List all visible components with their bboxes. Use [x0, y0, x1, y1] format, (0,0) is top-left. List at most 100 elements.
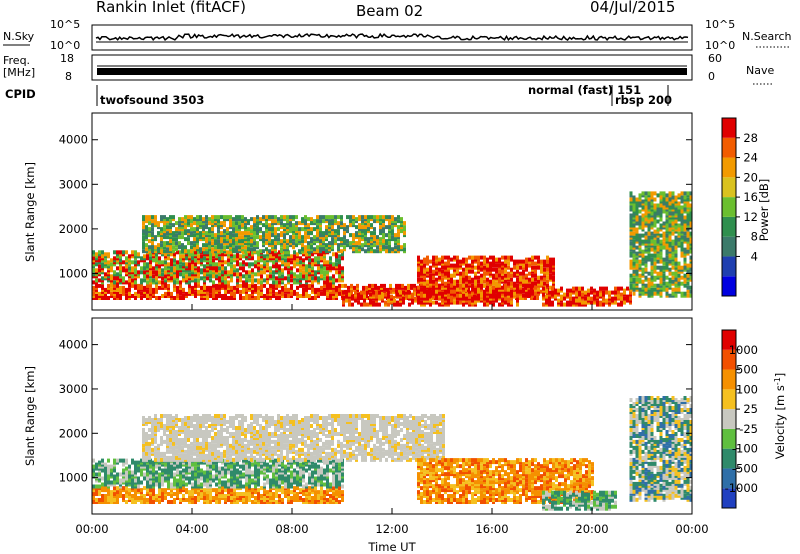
data-cell — [401, 283, 404, 288]
data-cell — [278, 289, 281, 294]
data-cell — [242, 280, 245, 285]
data-cell — [283, 215, 286, 220]
data-cell — [161, 283, 164, 288]
data-cell — [181, 231, 184, 236]
data-cell — [214, 239, 217, 244]
data-cell — [149, 278, 152, 283]
data-cell — [110, 258, 113, 263]
data-cell — [450, 273, 453, 278]
data-cell — [152, 488, 155, 493]
data-cell — [251, 274, 254, 279]
colorbar-tick-label: 16 — [743, 190, 758, 204]
data-cell — [211, 233, 214, 238]
data-cell — [116, 458, 119, 463]
data-cell — [537, 279, 540, 284]
data-cell — [272, 289, 275, 294]
data-cell — [326, 294, 329, 298]
data-cell — [381, 292, 384, 297]
data-cell — [244, 245, 247, 250]
data-cell — [257, 250, 260, 255]
data-cell — [217, 229, 220, 234]
data-cell — [197, 283, 200, 288]
data-cell — [271, 245, 274, 250]
data-cell — [335, 252, 338, 257]
data-cell — [260, 294, 263, 298]
data-cell — [397, 245, 400, 250]
data-cell — [629, 273, 633, 278]
data-cell — [236, 283, 239, 288]
data-cell — [653, 229, 657, 234]
data-cell — [626, 294, 629, 299]
data-cell — [632, 239, 636, 244]
data-cell — [319, 215, 322, 220]
data-cell — [459, 271, 462, 276]
data-cell — [220, 249, 223, 254]
data-cell — [373, 215, 376, 220]
data-cell — [158, 256, 161, 261]
data-cell — [683, 265, 687, 270]
data-cell — [107, 278, 110, 283]
data-cell — [323, 250, 326, 255]
data-cell — [209, 496, 212, 500]
data-cell — [116, 490, 119, 495]
data-cell — [275, 276, 278, 281]
data-cell — [653, 233, 657, 238]
data-cell — [302, 258, 305, 263]
data-cell — [480, 291, 483, 296]
data-cell — [167, 256, 170, 261]
data-cell — [251, 488, 254, 493]
data-cell — [387, 302, 390, 307]
data-cell — [229, 215, 232, 220]
data-cell — [200, 285, 203, 290]
data-cell — [376, 245, 379, 250]
data-cell — [349, 245, 352, 250]
data-cell — [671, 287, 675, 292]
data-cell — [200, 268, 203, 273]
data-cell — [349, 233, 352, 238]
data-cell — [140, 278, 143, 283]
data-cell — [205, 231, 208, 236]
data-cell — [263, 294, 266, 298]
data-cell — [360, 302, 363, 307]
data-cell — [438, 296, 441, 301]
data-cell — [239, 272, 242, 277]
data-cell — [638, 287, 642, 292]
data-cell — [248, 262, 251, 267]
data-cell — [653, 265, 657, 270]
data-cell — [513, 281, 516, 286]
data-cell — [605, 290, 608, 295]
data-cell — [187, 237, 190, 242]
data-cell — [287, 270, 290, 275]
data-cell — [95, 492, 98, 496]
data-cell — [320, 486, 323, 491]
data-cell — [403, 221, 406, 226]
data-cell — [254, 260, 257, 265]
data-cell — [492, 273, 495, 278]
data-cell — [495, 287, 498, 292]
data-cell — [248, 496, 251, 500]
data-cell — [316, 231, 319, 236]
data-cell — [317, 278, 320, 283]
data-cell — [441, 269, 444, 274]
data-cell — [172, 231, 175, 236]
data-cell — [671, 291, 675, 296]
data-cell — [432, 261, 435, 266]
nsky-label: N.Sky — [3, 30, 35, 43]
data-cell — [107, 464, 110, 469]
data-cell — [95, 484, 98, 489]
data-cell — [122, 285, 125, 290]
data-cell — [459, 259, 462, 264]
data-cell — [629, 296, 632, 301]
data-cell — [317, 294, 320, 298]
data-cell — [364, 215, 367, 220]
data-cell — [510, 300, 513, 305]
data-cell — [519, 271, 522, 276]
data-cell — [218, 262, 221, 267]
data-cell — [116, 250, 119, 255]
data-cell — [274, 235, 277, 240]
data-cell — [581, 300, 584, 305]
data-cell — [194, 278, 197, 283]
data-cell — [128, 266, 131, 271]
data-cell — [473, 294, 476, 298]
data-cell — [358, 245, 361, 250]
